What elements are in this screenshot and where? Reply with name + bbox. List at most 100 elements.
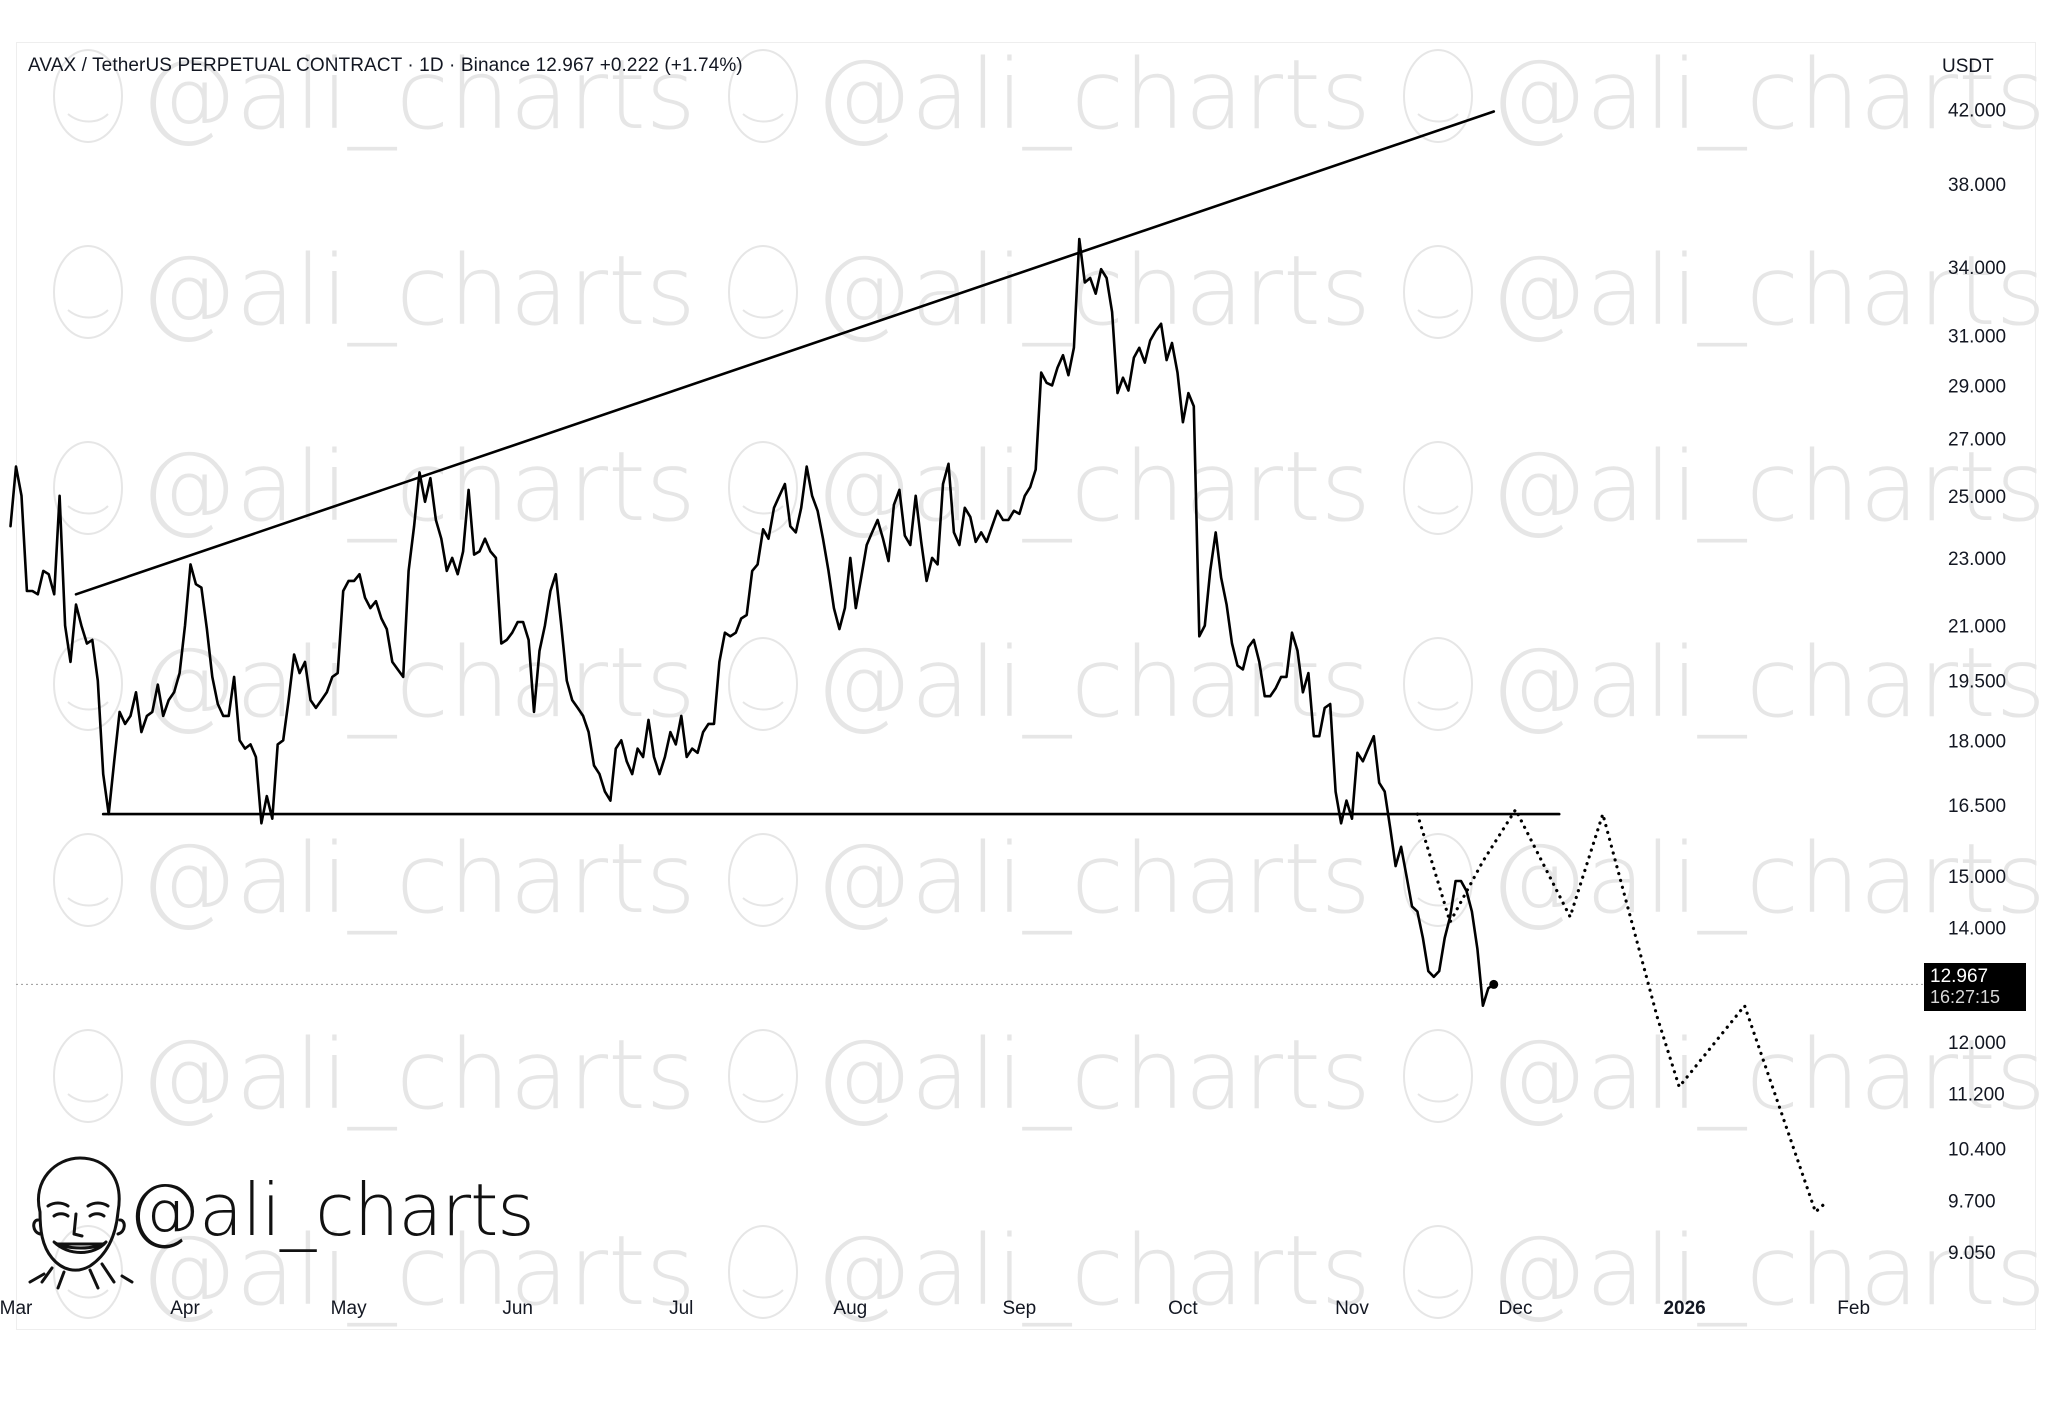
brand-face-logo xyxy=(28,1156,134,1290)
watermark-text: @ali_charts xyxy=(140,627,696,739)
watermark-tile: @ali_charts xyxy=(53,627,696,739)
watermark-face-icon xyxy=(728,833,798,927)
x-tick-label: Dec xyxy=(1499,1298,1533,1319)
watermark-tile: @ali_charts xyxy=(728,627,1371,739)
watermark-face-icon xyxy=(1403,637,1473,731)
y-tick-label: 38.000 xyxy=(1948,175,2006,196)
watermark-text: @ali_charts xyxy=(140,1019,696,1131)
y-tick-label: 25.000 xyxy=(1948,487,2006,508)
watermark-text: @ali_charts xyxy=(140,39,696,151)
watermark-face-icon xyxy=(53,833,123,927)
watermark-face-icon xyxy=(728,49,798,143)
x-tick-label: Apr xyxy=(170,1298,200,1319)
bar-countdown: 16:27:15 xyxy=(1930,987,2001,1007)
plot-area-border xyxy=(16,42,2036,1330)
watermark-face-icon xyxy=(1403,245,1473,339)
y-tick-label: 18.000 xyxy=(1948,731,2006,752)
watermark-face-icon xyxy=(53,1225,123,1319)
watermark-face-icon xyxy=(728,1225,798,1319)
watermark-tile: @ali_charts xyxy=(1403,627,2046,739)
last-price-dot xyxy=(1489,979,1499,989)
watermark-tile: @ali_charts xyxy=(728,823,1371,935)
x-tick-label: Sep xyxy=(1002,1298,1036,1319)
watermark-face-icon xyxy=(1403,441,1473,535)
watermark-tile: @ali_charts xyxy=(1403,235,2046,347)
current-price-badge: 12.967 16:27:15 xyxy=(1924,963,2026,1011)
y-tick-label: 12.000 xyxy=(1948,1033,2006,1054)
series-solid-2 xyxy=(74,110,1496,596)
watermark-tile: @ali_charts xyxy=(53,1019,696,1131)
watermark-text: @ali_charts xyxy=(1490,1215,2046,1327)
watermark-text: @ali_charts xyxy=(815,235,1371,347)
series-layer xyxy=(9,110,1828,1214)
watermark-face-icon xyxy=(1403,1029,1473,1123)
watermark-tile: @ali_charts xyxy=(53,39,696,151)
series-solid-0 xyxy=(9,237,1496,1007)
y-tick-label: 11.200 xyxy=(1948,1084,2005,1105)
y-axis-ticks: 42.000 38.000 34.000 31.000 29.000 27.000 25.0… xyxy=(1948,101,2006,1264)
watermark-face-icon xyxy=(728,441,798,535)
x-tick-label: Nov xyxy=(1335,1298,1369,1319)
y-tick-label: 29.000 xyxy=(1948,376,2006,397)
watermark-tile: @ali_charts xyxy=(1403,431,2046,543)
watermark-face-icon xyxy=(53,1029,123,1123)
watermark-text: @ali_charts xyxy=(815,1019,1371,1131)
watermark-face-icon xyxy=(53,245,123,339)
current-price-value: 12.967 xyxy=(1930,966,1989,987)
x-tick-label: Oct xyxy=(1168,1298,1198,1319)
currency-label[interactable]: USDT xyxy=(1942,56,1994,77)
y-tick-label: 31.000 xyxy=(1948,327,2006,348)
watermark-text: @ali_charts xyxy=(1490,627,2046,739)
x-tick-label: 2026 xyxy=(1663,1298,1705,1319)
series-dotted-1 xyxy=(1415,808,1828,1214)
x-tick-label: May xyxy=(331,1298,367,1319)
watermark-text: @ali_charts xyxy=(1490,431,2046,543)
watermark-text: @ali_charts xyxy=(815,39,1371,151)
watermark-text: @ali_charts xyxy=(140,235,696,347)
x-tick-label: Feb xyxy=(1837,1298,1870,1319)
y-tick-label: 16.500 xyxy=(1948,796,2006,817)
watermark-tile: @ali_charts xyxy=(728,431,1371,543)
y-tick-label: 10.400 xyxy=(1948,1140,2006,1161)
watermark-tile: @ali_charts xyxy=(53,235,696,347)
x-tick-label: Aug xyxy=(833,1298,867,1319)
y-tick-label: 9.700 xyxy=(1948,1191,1996,1212)
watermark-text: @ali_charts xyxy=(815,627,1371,739)
y-tick-label: 15.000 xyxy=(1948,867,2006,888)
y-tick-label: 27.000 xyxy=(1948,430,2006,451)
watermark-tile: @ali_charts xyxy=(728,39,1371,151)
x-tick-label: Jul xyxy=(669,1298,693,1319)
watermark-face-icon xyxy=(728,1029,798,1123)
watermark-text: @ali_charts xyxy=(1490,39,2046,151)
x-axis-ticks: Mar Apr May Jun Jul Aug Sep Oct Nov Dec 2026 Feb xyxy=(0,1298,1870,1319)
watermark-tile: @ali_charts xyxy=(728,1019,1371,1131)
watermark-tile: @ali_charts xyxy=(53,823,696,935)
y-tick-label: 14.000 xyxy=(1948,918,2006,939)
y-tick-label: 34.000 xyxy=(1948,258,2006,279)
watermark-tile: @ali_charts xyxy=(1403,823,2046,935)
watermark-tile: @ali_charts xyxy=(728,1215,1371,1327)
brand-handle: @ali_charts xyxy=(128,1168,535,1252)
watermark-face-icon xyxy=(53,49,123,143)
watermark-tile: @ali_charts xyxy=(1403,1215,2046,1327)
chart-title: AVAX / TetherUS PERPETUAL CONTRACT · 1D … xyxy=(28,55,743,76)
x-tick-label: Mar xyxy=(0,1298,33,1319)
y-tick-label: 21.000 xyxy=(1948,617,2006,638)
watermark-text: @ali_charts xyxy=(1490,823,2046,935)
y-tick-label: 23.000 xyxy=(1948,549,2006,570)
watermark-text: @ali_charts xyxy=(815,431,1371,543)
watermark-tile: @ali_charts xyxy=(53,1215,696,1327)
watermark-face-icon xyxy=(53,637,123,731)
watermark-text: @ali_charts xyxy=(815,823,1371,935)
x-tick-label: Jun xyxy=(502,1298,533,1319)
watermark-tile: @ali_charts xyxy=(53,431,696,543)
y-tick-label: 19.500 xyxy=(1948,672,2006,693)
watermark-face-icon xyxy=(728,245,798,339)
watermark-text: @ali_charts xyxy=(815,1215,1371,1327)
watermark-layer: @ali_charts @ali_charts @ali_charts @ali_ch… xyxy=(53,39,2046,1327)
watermark-face-icon xyxy=(53,441,123,535)
watermark-text: @ali_charts xyxy=(140,1215,696,1327)
watermark-face-icon xyxy=(1403,833,1473,927)
